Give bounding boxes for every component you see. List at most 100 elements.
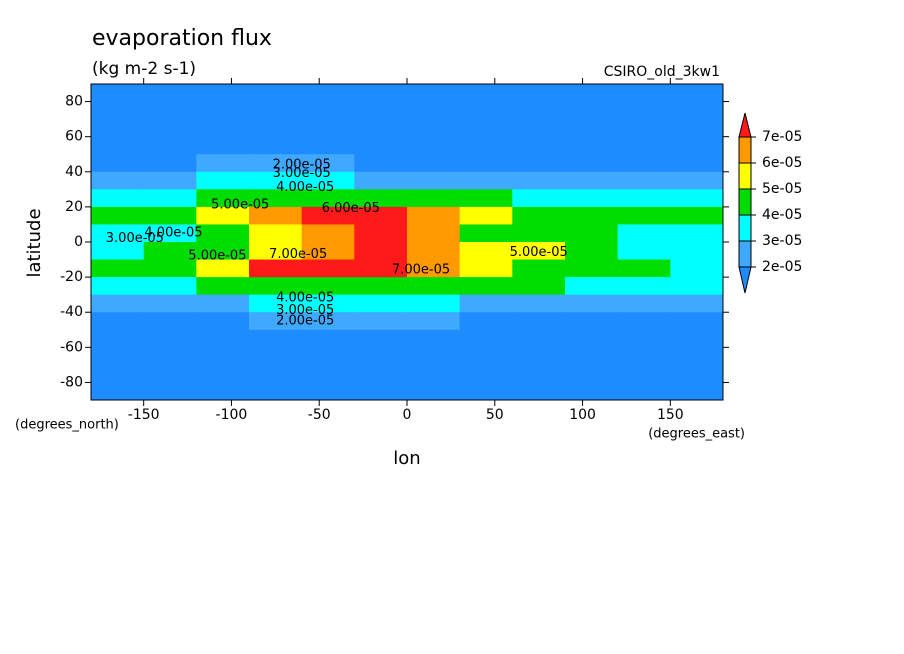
- field-cell: [565, 206, 619, 225]
- field-cell: [617, 364, 671, 383]
- field-cell: [91, 206, 145, 225]
- field-cell: [196, 101, 250, 120]
- contour-label: 7.00e-05: [269, 247, 327, 262]
- field-cell: [143, 242, 197, 261]
- field-cell: [407, 364, 461, 383]
- field-cell: [565, 364, 619, 383]
- field-cell: [249, 312, 303, 331]
- field-cell: [196, 154, 250, 173]
- field-cell: [459, 224, 513, 243]
- field-cell: [407, 154, 461, 173]
- field-cell: [670, 171, 724, 190]
- field-cell: [407, 136, 461, 155]
- field-cell: [301, 84, 355, 103]
- field-cell: [91, 364, 145, 383]
- field-cell: [249, 189, 303, 208]
- field-cell: [670, 294, 724, 313]
- contour-label: 3.00e-05: [273, 166, 331, 181]
- field-cell: [301, 119, 355, 138]
- x-axis-label: lon: [393, 448, 420, 469]
- field-cell: [617, 189, 671, 208]
- field-cell: [407, 101, 461, 120]
- field-cell: [196, 171, 250, 190]
- field-cell: [354, 242, 408, 261]
- field-cell: [301, 277, 355, 296]
- y-tick-label: 80: [65, 94, 83, 110]
- field-cell: [617, 136, 671, 155]
- field-cell: [459, 347, 513, 366]
- field-cell: [249, 206, 303, 225]
- field-cell: [196, 206, 250, 225]
- field-cell: [301, 189, 355, 208]
- field-cell: [354, 171, 408, 190]
- field-cell: [196, 84, 250, 103]
- field-cell: [565, 329, 619, 348]
- field-cell: [196, 364, 250, 383]
- field-cell: [143, 347, 197, 366]
- field-cell: [91, 224, 145, 243]
- contour-label: 6.00e-05: [322, 201, 380, 216]
- contour-label: 5.00e-05: [188, 249, 246, 264]
- field-cell: [354, 364, 408, 383]
- field-cell: [354, 294, 408, 313]
- field-cell: [407, 84, 461, 103]
- field-cell: [617, 119, 671, 138]
- colorbar-under: [738, 266, 752, 294]
- contour-label: 5.00e-05: [211, 198, 269, 213]
- field-cell: [91, 84, 145, 103]
- field-cell: [565, 259, 619, 278]
- field-cell: [670, 136, 724, 155]
- colorbar-label: 2e-05: [762, 259, 802, 275]
- field-cell: [301, 364, 355, 383]
- field-cell: [354, 224, 408, 243]
- field-cell: [249, 171, 303, 190]
- field-cell: [407, 294, 461, 313]
- colorbar-label: 6e-05: [762, 155, 802, 171]
- field-cell: [301, 224, 355, 243]
- field-cell: [512, 329, 566, 348]
- field-cell: [249, 224, 303, 243]
- field-cell: [91, 347, 145, 366]
- field-cell: [196, 382, 250, 401]
- field-cell: [617, 294, 671, 313]
- field-cell: [459, 101, 513, 120]
- field-cell: [617, 224, 671, 243]
- field-cell: [407, 224, 461, 243]
- field-cell: [354, 312, 408, 331]
- field-cell: [670, 84, 724, 103]
- field-cell: [407, 171, 461, 190]
- field-cell: [196, 119, 250, 138]
- field-cell: [459, 84, 513, 103]
- field-cell: [354, 382, 408, 401]
- colorbar-label: 3e-05: [762, 233, 802, 249]
- field-cell: [143, 259, 197, 278]
- field-cell: [249, 136, 303, 155]
- field-cell: [143, 119, 197, 138]
- field-cell: [249, 84, 303, 103]
- field-cell: [249, 242, 303, 261]
- field-cell: [459, 329, 513, 348]
- colorbar-label: 4e-05: [762, 207, 802, 223]
- field-cell: [249, 347, 303, 366]
- field-cell: [301, 347, 355, 366]
- field-cell: [354, 277, 408, 296]
- field-cell: [143, 171, 197, 190]
- field-cell: [670, 154, 724, 173]
- source-label: CSIRO_old_3kw1: [604, 64, 720, 80]
- field-cell: [143, 206, 197, 225]
- field-cell: [301, 101, 355, 120]
- field-cell: [196, 189, 250, 208]
- field-cell: [512, 84, 566, 103]
- field-cell: [617, 84, 671, 103]
- field-cell: [565, 171, 619, 190]
- field-cell: [459, 312, 513, 331]
- field-cell: [143, 294, 197, 313]
- field-cell: [407, 382, 461, 401]
- field-cell: [354, 84, 408, 103]
- y-tick-label: 0: [74, 234, 83, 250]
- field-cell: [249, 277, 303, 296]
- field-cell: [407, 242, 461, 261]
- field-cell: [301, 329, 355, 348]
- y-tick-label: -80: [60, 374, 83, 390]
